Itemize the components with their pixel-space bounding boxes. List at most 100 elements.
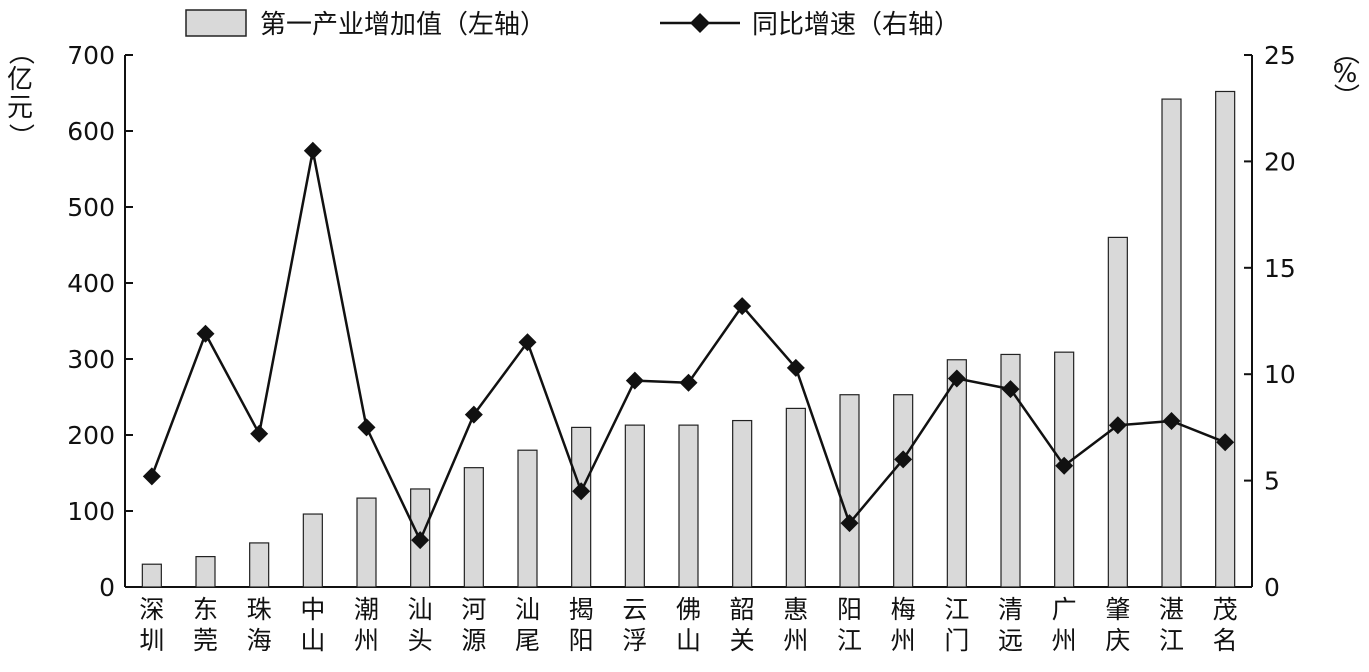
category-label: 州 — [354, 626, 379, 655]
category-label: 汕 — [515, 595, 540, 624]
category-label: 江 — [944, 595, 969, 624]
line-marker — [572, 482, 591, 501]
right-tick-label: 20 — [1264, 147, 1296, 176]
right-tick-label: 25 — [1264, 41, 1296, 70]
bar — [517, 449, 538, 588]
line-markers — [142, 141, 1235, 550]
bar — [785, 407, 806, 588]
category-label: 门 — [944, 626, 969, 655]
category-label: 清 — [998, 595, 1023, 624]
category-label: 韶 — [730, 595, 755, 624]
category-label: 圳 — [139, 626, 164, 655]
line-marker — [947, 369, 966, 388]
line-marker — [1055, 456, 1074, 475]
bar — [571, 426, 592, 588]
category-label: 梅 — [891, 595, 916, 624]
category-label: 源 — [461, 626, 486, 655]
line-marker — [196, 324, 215, 343]
right-axis-ticks: 0 5 10 15 20 25 — [1244, 41, 1296, 602]
bar — [463, 467, 484, 588]
right-unit-char: % — [1333, 59, 1358, 89]
legend: 第一产业增加值（左轴） 同比增速（右轴） — [185, 9, 960, 40]
category-label: 州 — [891, 626, 916, 655]
category-label: 深 — [139, 595, 164, 624]
line-marker — [625, 371, 644, 390]
category-label: 海 — [247, 626, 272, 655]
category-label: 阳 — [569, 626, 594, 655]
category-label: 佛 — [676, 595, 701, 624]
line-marker — [250, 424, 269, 443]
category-label: 江 — [1159, 626, 1184, 655]
left-axis-ticks: 0 100 200 300 400 500 600 700 — [67, 41, 133, 602]
left-unit-char: 亿 — [7, 65, 33, 95]
line-marker — [411, 531, 430, 550]
left-unit-char: （ — [5, 39, 35, 65]
line-marker — [1216, 433, 1235, 452]
legend-bar-label: 第一产业增加值（左轴） — [260, 10, 546, 40]
right-axis-unit-label: （%） — [1330, 39, 1360, 109]
right-tick-label: 0 — [1264, 573, 1280, 602]
line-marker — [518, 333, 537, 352]
bar — [624, 424, 645, 588]
right-tick-label: 10 — [1264, 360, 1296, 389]
category-label: 山 — [300, 626, 325, 655]
left-tick-label: 300 — [67, 345, 115, 374]
line-marker — [142, 467, 161, 486]
line-marker — [1001, 380, 1020, 399]
line-marker — [733, 297, 752, 316]
line-marker — [1162, 412, 1181, 431]
left-tick-label: 0 — [99, 573, 115, 602]
bar — [1107, 236, 1128, 588]
right-tick-label: 15 — [1264, 254, 1296, 283]
left-unit-char: ） — [5, 123, 35, 149]
left-tick-label: 100 — [67, 497, 115, 526]
line-marker — [786, 358, 805, 377]
left-tick-label: 600 — [67, 117, 115, 146]
category-label: 莞 — [193, 626, 218, 655]
legend-bar-swatch — [185, 9, 247, 37]
category-label: 山 — [676, 626, 701, 655]
bar — [356, 497, 377, 588]
category-label: 揭 — [569, 595, 594, 624]
category-label: 阳 — [837, 595, 862, 624]
category-label: 庆 — [1105, 626, 1130, 655]
category-label: 汕 — [408, 595, 433, 624]
bar — [1161, 98, 1182, 588]
category-label: 远 — [998, 626, 1023, 655]
right-tick-label: 5 — [1264, 467, 1280, 496]
bar — [141, 563, 162, 588]
bar — [302, 513, 323, 588]
line-marker — [894, 450, 913, 469]
category-label: 头 — [408, 626, 433, 655]
left-tick-label: 700 — [67, 41, 115, 70]
left-tick-label: 200 — [67, 421, 115, 450]
left-tick-label: 400 — [67, 269, 115, 298]
bar — [1215, 90, 1236, 588]
category-label: 茂 — [1213, 595, 1238, 624]
legend-line-marker — [690, 13, 710, 33]
category-label: 广 — [1052, 595, 1077, 624]
line-marker — [464, 405, 483, 424]
category-label: 江 — [837, 626, 862, 655]
category-label: 珠 — [247, 595, 272, 624]
category-label: 中 — [300, 595, 325, 624]
category-labels: 深圳东莞珠海中山潮州汕头河源汕尾揭阳云浮佛山韶关惠州阳江梅州江门清远广州肇庆湛江… — [139, 595, 1237, 655]
line-marker — [679, 373, 698, 392]
category-label: 尾 — [515, 626, 540, 655]
bar — [1000, 353, 1021, 588]
bar — [839, 394, 860, 588]
bar-series — [141, 90, 1236, 588]
line-marker — [1108, 416, 1127, 435]
right-unit-char: ） — [1330, 83, 1360, 109]
category-label: 湛 — [1159, 595, 1184, 624]
category-label: 惠 — [783, 595, 808, 624]
bar — [678, 424, 699, 588]
bar — [249, 542, 270, 588]
category-label: 关 — [730, 626, 755, 655]
bar — [946, 359, 967, 588]
line-marker — [840, 514, 859, 533]
left-axis-unit-label: （亿元） — [5, 39, 35, 149]
category-label: 东 — [193, 595, 218, 624]
left-unit-char: 元 — [7, 93, 33, 123]
